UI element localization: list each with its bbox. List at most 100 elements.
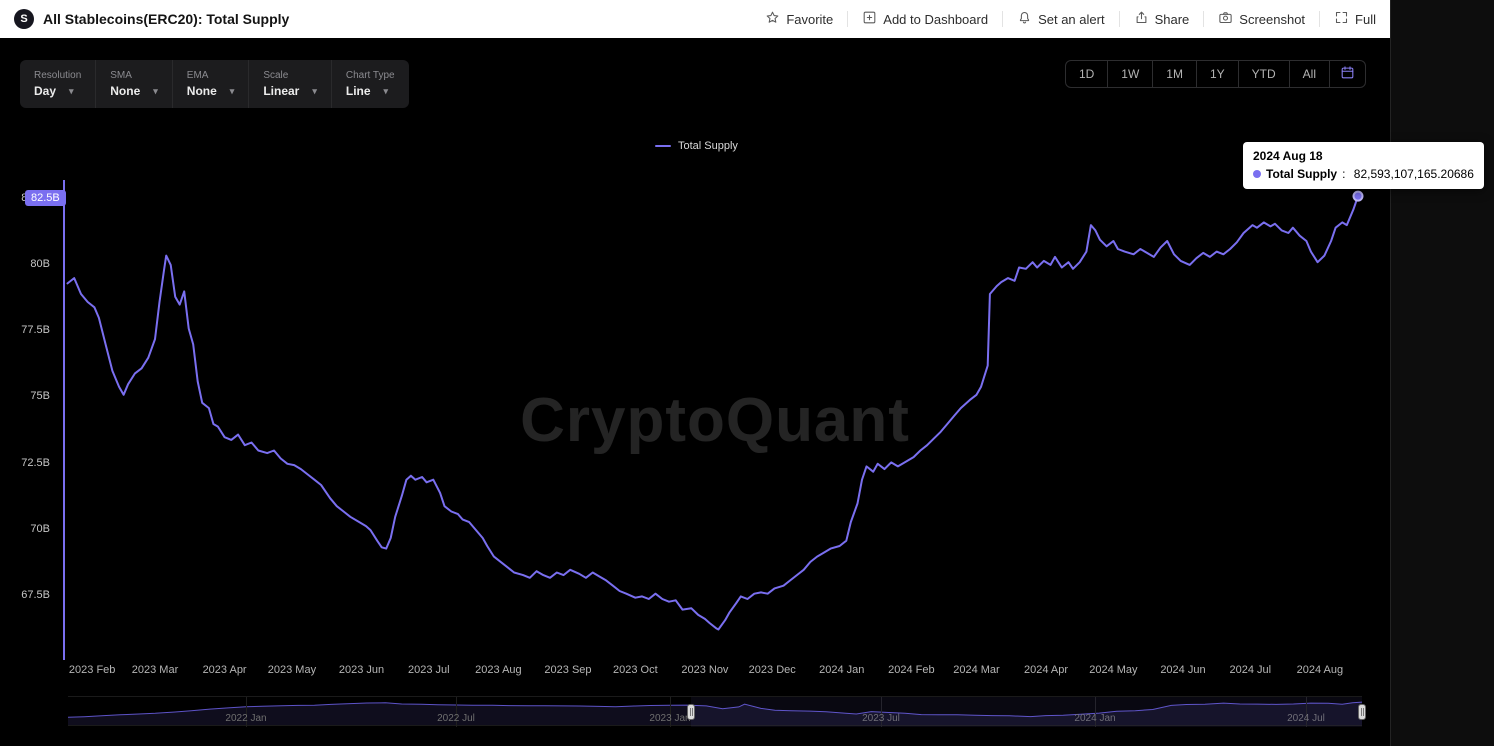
- x-axis-label: 2023 Feb: [68, 664, 116, 676]
- tooltip-value: 82,593,107,165.20686: [1353, 167, 1474, 181]
- time-range-selector: 1D 1W 1M 1Y YTD All: [1064, 60, 1366, 88]
- y-axis-label: 80B: [30, 257, 50, 270]
- chevron-down-icon: ▾: [312, 85, 317, 96]
- sma-dropdown[interactable]: SMA None ▾: [96, 60, 173, 108]
- fullscreen-button[interactable]: Full: [1334, 10, 1376, 28]
- range-button-ytd[interactable]: YTD: [1237, 61, 1289, 87]
- favorite-button[interactable]: Favorite: [765, 10, 833, 28]
- chevron-down-icon: ▾: [69, 85, 74, 96]
- star-icon: [765, 10, 780, 28]
- x-axis-label: 2024 May: [1089, 664, 1138, 676]
- navigator-label: 2023 Jul: [862, 713, 900, 724]
- range-button-all[interactable]: All: [1288, 61, 1329, 87]
- camera-icon: [1218, 10, 1233, 28]
- navigator-label: 2024 Jan: [1074, 713, 1116, 724]
- navigator-gridline: [246, 697, 247, 727]
- calendar-icon: [1340, 65, 1355, 83]
- x-axis-label: 2024 Apr: [1024, 664, 1069, 676]
- favorite-label: Favorite: [786, 11, 834, 27]
- fullscreen-label: Full: [1355, 11, 1376, 27]
- chart-tooltip: 2024 Aug 18 Total Supply : 82,593,107,16…: [1243, 142, 1484, 189]
- set-alert-button[interactable]: Set an alert: [1017, 10, 1105, 28]
- tooltip-separator: :: [1342, 167, 1349, 181]
- navigator-gridline: [670, 697, 671, 727]
- x-axis-label: 2023 Jul: [408, 664, 450, 676]
- chevron-down-icon: ▾: [229, 85, 235, 96]
- y-axis-label: 72.5B: [21, 456, 50, 469]
- resolution-value: Day: [34, 84, 57, 98]
- y-axis-label: 75B: [30, 390, 50, 403]
- share-button[interactable]: Share: [1134, 10, 1190, 28]
- header-divider: [1203, 11, 1205, 27]
- ema-dropdown[interactable]: EMA None ▾: [173, 60, 250, 108]
- navigator-handle-left[interactable]: [687, 704, 695, 720]
- legend-item-total-supply[interactable]: Total Supply: [655, 140, 738, 152]
- y-axis-label: 70B: [30, 523, 50, 536]
- x-axis-label: 2023 Nov: [681, 664, 729, 676]
- navigator-line: [68, 701, 1362, 718]
- navigator-label: 2022 Jul: [437, 713, 475, 724]
- navigator-chart: [68, 701, 1362, 725]
- x-axis-label: 2023 Mar: [131, 664, 179, 676]
- navigator-label: 2024 Jul: [1287, 713, 1325, 724]
- screenshot-button[interactable]: Screenshot: [1218, 10, 1305, 28]
- scale-label: Scale: [263, 70, 289, 81]
- navigator-gridline: [456, 697, 457, 727]
- asset-logo-icon: S: [14, 9, 34, 29]
- fullscreen-icon: [1334, 10, 1349, 28]
- ema-value: None: [186, 84, 217, 98]
- resolution-dropdown[interactable]: Resolution Day ▾: [20, 60, 97, 108]
- x-axis-label: 2024 Jul: [1229, 664, 1272, 676]
- bell-icon: [1017, 10, 1032, 28]
- set-alert-label: Set an alert: [1038, 11, 1105, 27]
- chevron-down-icon: ▾: [383, 85, 389, 96]
- x-axis-label: 2023 Apr: [202, 664, 247, 676]
- header-divider: [1319, 11, 1321, 27]
- range-button-1w[interactable]: 1W: [1107, 61, 1152, 87]
- x-axis-label: 2024 Aug: [1296, 664, 1344, 676]
- calendar-button[interactable]: [1329, 61, 1365, 87]
- total-supply-line: [66, 195, 1359, 631]
- y-axis-label: 77.5B: [21, 324, 50, 337]
- range-button-1m[interactable]: 1M: [1152, 61, 1196, 87]
- range-button-1y[interactable]: 1Y: [1195, 61, 1238, 87]
- dashboard-add-icon: [862, 10, 877, 28]
- legend-line-icon: [655, 145, 671, 147]
- range-button-1d[interactable]: 1D: [1078, 67, 1095, 81]
- ema-label: EMA: [186, 70, 209, 81]
- tooltip-date: 2024 Aug 18: [1253, 149, 1323, 163]
- x-axis-label: 2023 Aug: [475, 664, 522, 676]
- series-dot-icon: [1253, 170, 1261, 178]
- legend-label: Total Supply: [678, 140, 738, 152]
- navigator-label: 2022 Jan: [225, 713, 267, 724]
- navigator-area: [68, 702, 1362, 725]
- screenshot-label: Screenshot: [1239, 11, 1306, 27]
- navigator-gridline: [881, 697, 882, 727]
- x-axis-label: 2023 Sep: [544, 664, 592, 676]
- navigator-handle-right[interactable]: [1358, 704, 1366, 720]
- x-axis-label: 2024 Jan: [819, 664, 865, 676]
- x-axis: 2023 Feb 2023 Mar 2023 Apr 2023 May 2023 Jun…: [0, 664, 1390, 680]
- x-axis-label: 2023 Jun: [338, 664, 385, 676]
- header-divider: [847, 11, 849, 27]
- add-to-dashboard-button[interactable]: Add to Dashboard: [862, 10, 988, 28]
- scale-dropdown[interactable]: Scale Linear ▾: [249, 60, 332, 108]
- header-divider: [1002, 11, 1004, 27]
- page-title: All Stablecoins(ERC20): Total Supply: [43, 11, 290, 27]
- chart-type-value: Line: [345, 84, 371, 98]
- navigator-gridline: [1095, 697, 1096, 727]
- last-point-marker[interactable]: [1352, 190, 1364, 202]
- main-chart-plot[interactable]: [63, 180, 1367, 660]
- navigator-selected-range[interactable]: [691, 697, 1362, 727]
- x-axis-label: 2023 Dec: [748, 664, 796, 676]
- chart-type-dropdown[interactable]: Chart Type Line ▾: [332, 60, 409, 108]
- chart-type-label: Chart Type: [345, 70, 395, 81]
- right-panel-strip: [1390, 0, 1494, 746]
- navigator-gridline: [1306, 697, 1307, 727]
- resolution-label: Resolution: [34, 70, 82, 81]
- share-label: Share: [1154, 11, 1190, 27]
- tooltip-series-name: Total Supply: [1266, 167, 1338, 181]
- navigator[interactable]: 2022 Jan 2022 Jul 2023 Jan 2023 Jul 2024 Jan…: [68, 696, 1366, 727]
- scale-value: Linear: [263, 84, 300, 98]
